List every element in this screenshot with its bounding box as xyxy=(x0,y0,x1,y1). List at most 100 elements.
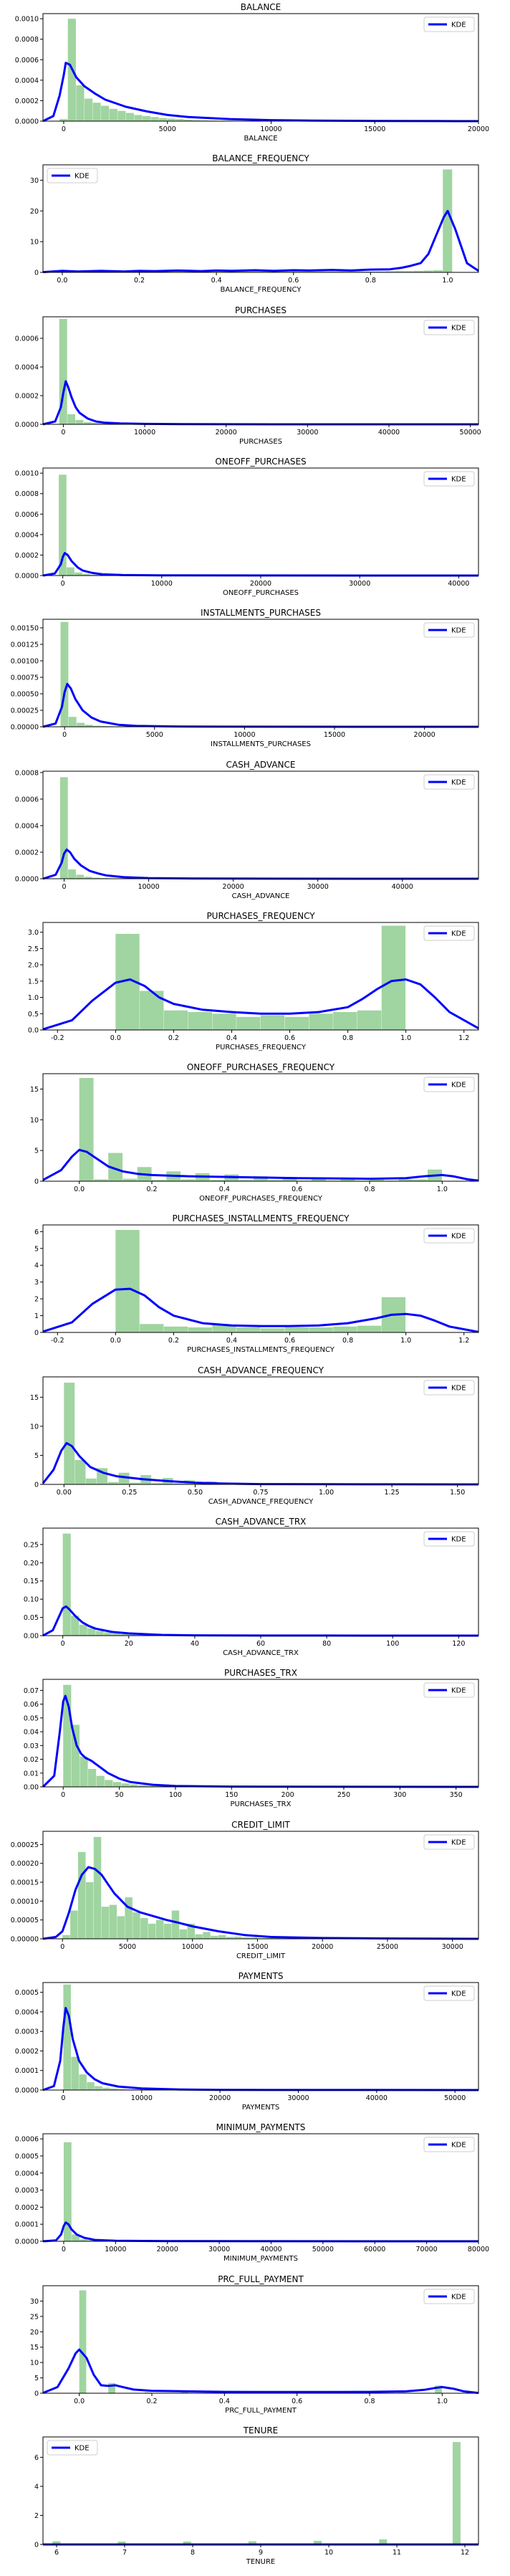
x-tick-label: 10000 xyxy=(138,882,159,890)
histogram-bar xyxy=(68,869,76,879)
y-tick-label: 4 xyxy=(34,2483,39,2491)
y-tick-label: 6 xyxy=(34,2454,39,2462)
y-tick-label: 10 xyxy=(30,239,39,247)
x-tick-label: 0 xyxy=(62,882,66,890)
x-tick-label: 8 xyxy=(191,2549,195,2557)
y-tick-label: 0.0004 xyxy=(15,363,39,371)
chart-title: PURCHASES_TRX xyxy=(224,1668,297,1678)
y-tick-label: 0.0008 xyxy=(15,36,39,44)
histogram-bar xyxy=(102,1907,109,1939)
histogram-bar xyxy=(126,113,134,121)
histogram-bars xyxy=(57,170,452,273)
plot-frame xyxy=(43,1528,478,1636)
histogram-bar xyxy=(75,420,83,424)
legend: KDE xyxy=(424,1229,474,1243)
histogram-bar xyxy=(117,111,125,121)
histogram-bar xyxy=(218,1935,226,1938)
legend: KDE xyxy=(424,2137,474,2152)
chart-title: CASH_ADVANCE xyxy=(226,759,296,769)
histogram-bar xyxy=(86,1479,97,1484)
x-tick-label: 0.8 xyxy=(364,1186,375,1193)
x-tick-label: 0.4 xyxy=(219,2397,230,2405)
legend: KDE xyxy=(424,1532,474,1546)
histogram-bar xyxy=(236,1017,260,1030)
y-tick-label: 0.20 xyxy=(24,1560,39,1568)
histogram-bar xyxy=(110,109,117,121)
histogram-bar xyxy=(67,414,75,424)
x-tick-label: 80000 xyxy=(468,2246,489,2253)
y-tick-label: 0.0005 xyxy=(15,1989,39,1997)
plot-frame xyxy=(43,1377,478,1484)
legend-label: KDE xyxy=(451,1838,466,1846)
histogram-bar xyxy=(63,1985,71,2090)
y-tick-label: 15 xyxy=(30,1394,39,1402)
plot-frame xyxy=(43,165,478,272)
histogram-bar xyxy=(117,1916,124,1939)
legend-label: KDE xyxy=(74,173,90,181)
x-axis-label: CASH_ADVANCE xyxy=(232,892,290,900)
legend-label: KDE xyxy=(451,778,466,786)
histogram-bar xyxy=(148,1924,155,1939)
y-tick-label: 0.0004 xyxy=(15,531,39,539)
x-tick-label: 30000 xyxy=(208,2246,230,2253)
legend: KDE xyxy=(424,1077,474,1092)
histogram-bar xyxy=(62,1935,69,1938)
x-tick-label: 20 xyxy=(125,1640,133,1648)
y-tick-label: 0.05 xyxy=(24,1614,39,1622)
histogram-bar xyxy=(86,1882,93,1939)
x-tick-label: 0.2 xyxy=(168,1337,179,1345)
y-tick-label: 0 xyxy=(34,269,39,277)
y-tick-label: 0.0002 xyxy=(15,2204,39,2212)
x-tick-label: 200 xyxy=(282,1791,294,1799)
x-tick-label: 30000 xyxy=(297,429,318,437)
y-tick-label: 0 xyxy=(34,1178,39,1186)
histogram-bar xyxy=(96,1631,104,1636)
x-tick-label: 40000 xyxy=(366,2094,388,2102)
histogram-bar xyxy=(71,2057,79,2090)
y-tick-label: 0.00150 xyxy=(11,625,39,633)
histogram-bar xyxy=(382,925,405,1029)
legend-label: KDE xyxy=(451,1687,466,1695)
x-tick-label: 12 xyxy=(461,2549,469,2557)
histogram-bar xyxy=(309,1013,332,1030)
histogram-bar xyxy=(78,1852,85,1939)
histogram-bars xyxy=(63,1685,478,1787)
histogram-bar xyxy=(285,1017,309,1030)
x-tick-label: 10 xyxy=(324,2549,333,2557)
histogram-bar xyxy=(95,2086,102,2089)
y-tick-label: 0.00010 xyxy=(11,1897,39,1905)
chart-title: CASH_ADVANCE_FREQUENCY xyxy=(198,1365,324,1375)
x-tick-label: 0.2 xyxy=(146,2397,157,2405)
x-axis-label: ONEOFF_PURCHASES xyxy=(223,589,299,597)
x-tick-label: 1.0 xyxy=(400,1337,411,1345)
histogram-bar xyxy=(80,1078,94,1181)
histogram-bar xyxy=(143,116,150,121)
y-tick-label: 1.0 xyxy=(28,994,39,1002)
x-tick-label: 50000 xyxy=(460,429,481,437)
y-tick-label: 0.25 xyxy=(24,1541,39,1549)
x-tick-label: 40000 xyxy=(378,429,400,437)
plot-frame xyxy=(43,14,478,121)
y-tick-label: 20 xyxy=(30,208,39,216)
histogram-bar xyxy=(104,1632,112,1636)
chart-title: TENURE xyxy=(243,2425,279,2436)
y-tick-label: 5 xyxy=(34,2375,39,2382)
y-tick-label: 25 xyxy=(30,2313,39,2321)
x-tick-label: 40000 xyxy=(448,580,469,588)
y-tick-label: 0.0006 xyxy=(15,335,39,343)
x-tick-label: 0 xyxy=(62,125,66,133)
x-tick-label: 25000 xyxy=(377,1943,398,1951)
x-axis-label: INSTALLMENTS_PURCHASES xyxy=(211,740,311,748)
legend-label: KDE xyxy=(451,2293,466,2301)
y-tick-label: 30 xyxy=(30,177,39,185)
y-tick-label: 0.0003 xyxy=(15,2187,39,2195)
histogram-bar xyxy=(85,99,92,121)
legend-label: KDE xyxy=(451,1384,466,1392)
